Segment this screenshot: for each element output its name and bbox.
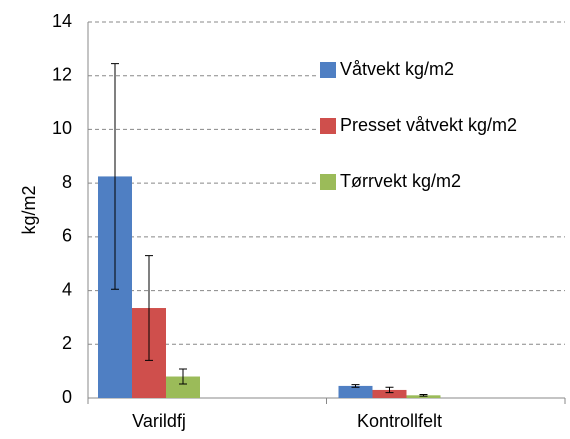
legend-swatch [320, 118, 336, 134]
y-tick-label: 6 [62, 226, 72, 246]
y-tick-label: 8 [62, 172, 72, 192]
error-bar [419, 394, 428, 397]
legend-swatch [320, 62, 336, 78]
error-bar [179, 368, 187, 385]
legend-label: Presset våtvekt kg/m2 [340, 115, 517, 135]
x-tick-label: Varildfj [132, 411, 186, 431]
error-bar [385, 386, 394, 394]
legend-label: Tørrvekt kg/m2 [340, 171, 461, 191]
error-bar [145, 255, 153, 361]
y-axis-title: kg/m2 [19, 185, 39, 234]
legend-swatch [320, 174, 336, 190]
bar [338, 385, 373, 398]
bar [166, 376, 200, 398]
y-tick-label: 14 [52, 11, 72, 31]
bar [406, 395, 441, 398]
y-tick-label: 12 [52, 64, 72, 84]
bar [372, 389, 407, 398]
legend-label: Våtvekt kg/m2 [340, 59, 454, 79]
y-tick-label: 2 [62, 333, 72, 353]
y-tick-label: 0 [62, 387, 72, 407]
error-bar [351, 384, 360, 388]
legend-background [316, 52, 565, 200]
x-tick-label: Kontrollfelt [357, 411, 442, 431]
y-tick-label: 4 [62, 279, 72, 299]
y-tick-label: 10 [52, 118, 72, 138]
error-bar [111, 63, 119, 290]
